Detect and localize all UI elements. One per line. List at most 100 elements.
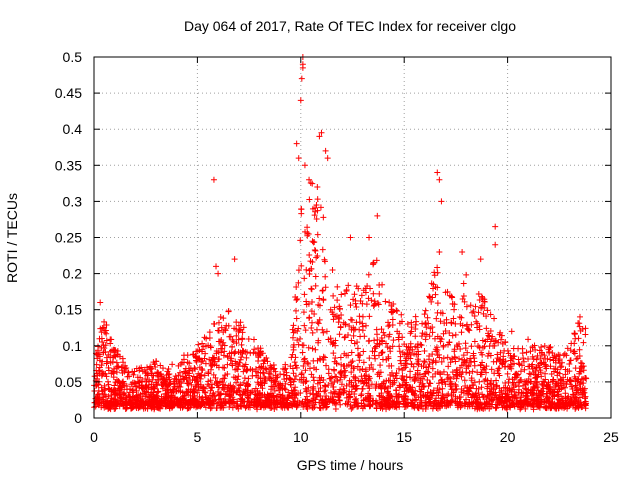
- data-point: [466, 384, 473, 391]
- data-point: [94, 393, 101, 400]
- data-point: [357, 333, 364, 340]
- y-tick-label: 0.05: [55, 374, 82, 390]
- data-point: [498, 336, 505, 343]
- data-point: [476, 326, 483, 333]
- data-point: [305, 300, 312, 307]
- data-point: [445, 374, 452, 381]
- data-point: [301, 322, 308, 329]
- data-point: [295, 390, 302, 397]
- data-point: [572, 377, 579, 384]
- data-point: [356, 367, 363, 374]
- data-point: [471, 338, 478, 345]
- data-point: [477, 362, 484, 369]
- data-point: [452, 386, 459, 393]
- data-point: [469, 309, 476, 316]
- data-point: [295, 279, 302, 286]
- data-point: [425, 383, 432, 390]
- data-point: [575, 397, 582, 404]
- data-point: [478, 371, 485, 378]
- y-tick-label: 0: [74, 410, 82, 426]
- data-point: [396, 330, 403, 337]
- data-point: [258, 363, 265, 370]
- data-point: [299, 64, 306, 71]
- data-point: [421, 359, 428, 366]
- data-point: [290, 378, 297, 385]
- data-point: [360, 287, 367, 294]
- data-point: [317, 356, 324, 363]
- data-point: [337, 354, 344, 361]
- data-point: [289, 334, 296, 341]
- data-point: [283, 402, 290, 409]
- data-point: [352, 386, 359, 393]
- data-point: [262, 398, 269, 405]
- data-point: [309, 319, 316, 326]
- data-point: [297, 237, 304, 244]
- data-point: [430, 402, 437, 409]
- data-point: [453, 383, 460, 390]
- data-point: [495, 356, 502, 363]
- data-point: [456, 402, 463, 409]
- data-point: [365, 382, 372, 389]
- data-point: [359, 320, 366, 327]
- data-point: [547, 356, 554, 363]
- data-point: [463, 396, 470, 403]
- data-point: [106, 399, 113, 406]
- data-point: [259, 385, 266, 392]
- data-point: [496, 400, 503, 407]
- data-point: [312, 282, 319, 289]
- data-point: [389, 403, 396, 410]
- data-point: [169, 403, 176, 410]
- data-point: [484, 307, 491, 314]
- data-point: [506, 376, 513, 383]
- data-point: [451, 348, 458, 355]
- data-point: [199, 367, 206, 374]
- data-point: [454, 343, 461, 350]
- data-point: [569, 386, 576, 393]
- data-point: [533, 398, 540, 405]
- data-point: [155, 388, 162, 395]
- data-point: [293, 315, 300, 322]
- data-point: [488, 403, 495, 410]
- data-point: [419, 320, 426, 327]
- data-point: [136, 404, 143, 411]
- data-point: [318, 374, 325, 381]
- data-point: [261, 356, 268, 363]
- data-point: [95, 387, 102, 394]
- data-point: [213, 404, 220, 411]
- data-point: [571, 348, 578, 355]
- data-point: [318, 129, 325, 136]
- data-point: [454, 371, 461, 378]
- data-point: [237, 356, 244, 363]
- data-point: [206, 398, 213, 405]
- data-point: [498, 332, 505, 339]
- data-point: [222, 326, 229, 333]
- data-point: [472, 398, 479, 405]
- data-point: [348, 349, 355, 356]
- data-point: [464, 349, 471, 356]
- data-point: [358, 392, 365, 399]
- data-point: [330, 383, 337, 390]
- data-point: [408, 361, 415, 368]
- data-point: [154, 382, 161, 389]
- data-point: [448, 398, 455, 405]
- data-point: [473, 394, 480, 401]
- data-point: [387, 383, 394, 390]
- data-point: [327, 389, 334, 396]
- data-point: [538, 349, 545, 356]
- data-point: [296, 399, 303, 406]
- data-point: [230, 383, 237, 390]
- data-point: [348, 359, 355, 366]
- data-point: [479, 405, 486, 412]
- data-point: [404, 321, 411, 328]
- data-point: [482, 338, 489, 345]
- data-point: [459, 295, 466, 302]
- data-point: [302, 396, 309, 403]
- data-point: [96, 400, 103, 407]
- data-point: [107, 336, 114, 343]
- data-point: [538, 344, 545, 351]
- data-point: [386, 345, 393, 352]
- data-point: [350, 296, 357, 303]
- data-point: [183, 375, 190, 382]
- data-point: [438, 198, 445, 205]
- y-tick-label: 0.5: [63, 49, 83, 65]
